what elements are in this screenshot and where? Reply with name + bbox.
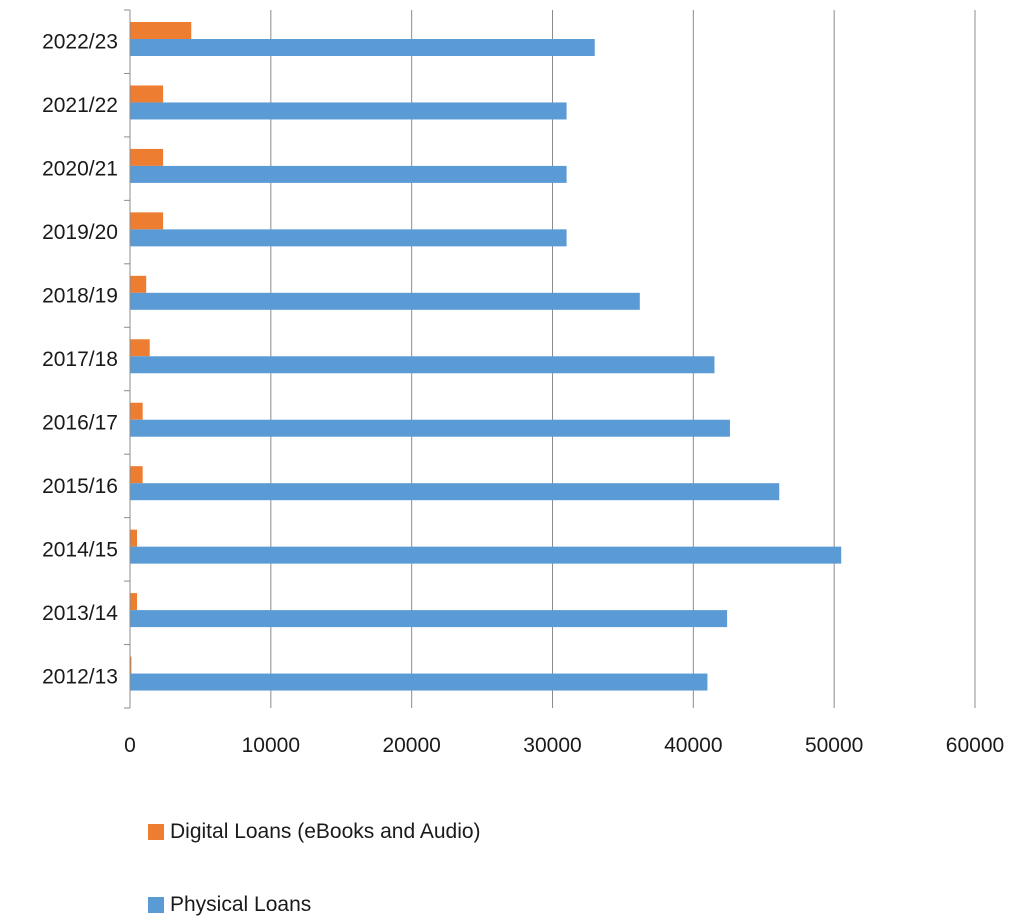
y-tick-label-2015-16: 2015/16	[42, 475, 118, 498]
bar-digital-2015-16	[130, 466, 143, 484]
y-tick-label-2022-23: 2022/23	[42, 31, 118, 54]
bar-digital-2012-13	[130, 656, 132, 674]
bar-chart: 0 10000 20000 30000 40000 50000 60000 2012/132…	[42, 9, 1004, 757]
x-tick-label-40000: 40000	[664, 734, 722, 757]
bar-physical-2018-19	[130, 292, 640, 310]
bar-digital-2017-18	[130, 339, 150, 357]
y-tick-label-2013-14: 2013/14	[42, 602, 118, 625]
y-tick-label-2019-20: 2019/20	[42, 221, 118, 244]
bar-digital-2021-22	[130, 85, 164, 103]
x-tick-label-20000: 20000	[382, 734, 440, 757]
y-tick-label-2012-13: 2012/13	[42, 665, 118, 688]
y-tick-label-2021-22: 2021/22	[42, 94, 118, 117]
y-tick-label-2014-15: 2014/15	[42, 538, 118, 561]
bar-physical-2017-18	[130, 356, 715, 374]
bar-digital-2022-23	[130, 22, 192, 39]
bar-physical-2021-22	[130, 102, 567, 120]
x-tick-label-30000: 30000	[523, 734, 581, 757]
bar-physical-2013-14	[130, 610, 728, 628]
y-tick-label-2016-17: 2016/17	[42, 411, 118, 434]
y-tick-labels: 2012/13 2013/14 2014/15 2015/16 2016/17 2017/…	[42, 31, 118, 689]
x-tick-label-60000: 60000	[946, 734, 1004, 757]
bar-physical-2020-21	[130, 165, 567, 183]
bar-digital-2018-19	[130, 275, 147, 293]
bar-physical-2019-20	[130, 229, 567, 247]
y-tick-label-2017-18: 2017/18	[42, 348, 118, 371]
x-tick-label-50000: 50000	[805, 734, 863, 757]
x-tick-labels: 0 10000 20000 30000 40000 50000 60000	[124, 734, 1004, 757]
bar-digital-2019-20	[130, 212, 164, 230]
bar-physical-2015-16	[130, 483, 780, 501]
legend-label-physical: Physical Loans	[170, 893, 312, 916]
x-tick-label-10000: 10000	[242, 734, 300, 757]
legend-item-physical-loans: Physical Loans	[148, 893, 311, 917]
bar-physical-2012-13	[130, 673, 708, 691]
bar-digital-2013-14	[130, 593, 138, 611]
legend-item-digital-loans: Digital Loans (eBooks and Audio)	[148, 820, 481, 844]
legend-label-digital: Digital Loans (eBooks and Audio)	[170, 820, 481, 843]
bar-physical-2022-23	[130, 39, 595, 56]
bar-physical-2014-15	[130, 546, 842, 564]
bar-physical-2016-17	[130, 419, 730, 437]
y-tick-label-2018-19: 2018/19	[42, 285, 118, 308]
bar-digital-2020-21	[130, 148, 164, 166]
x-tick-label-0: 0	[124, 734, 136, 757]
legend-swatch-physical	[148, 897, 164, 913]
bar-digital-2016-17	[130, 402, 143, 420]
bar-digital-2014-15	[130, 529, 138, 547]
y-tick-label-2020-21: 2020/21	[42, 158, 118, 181]
bars	[130, 22, 842, 691]
legend-swatch-digital	[148, 824, 164, 840]
y-axis	[124, 9, 131, 709]
